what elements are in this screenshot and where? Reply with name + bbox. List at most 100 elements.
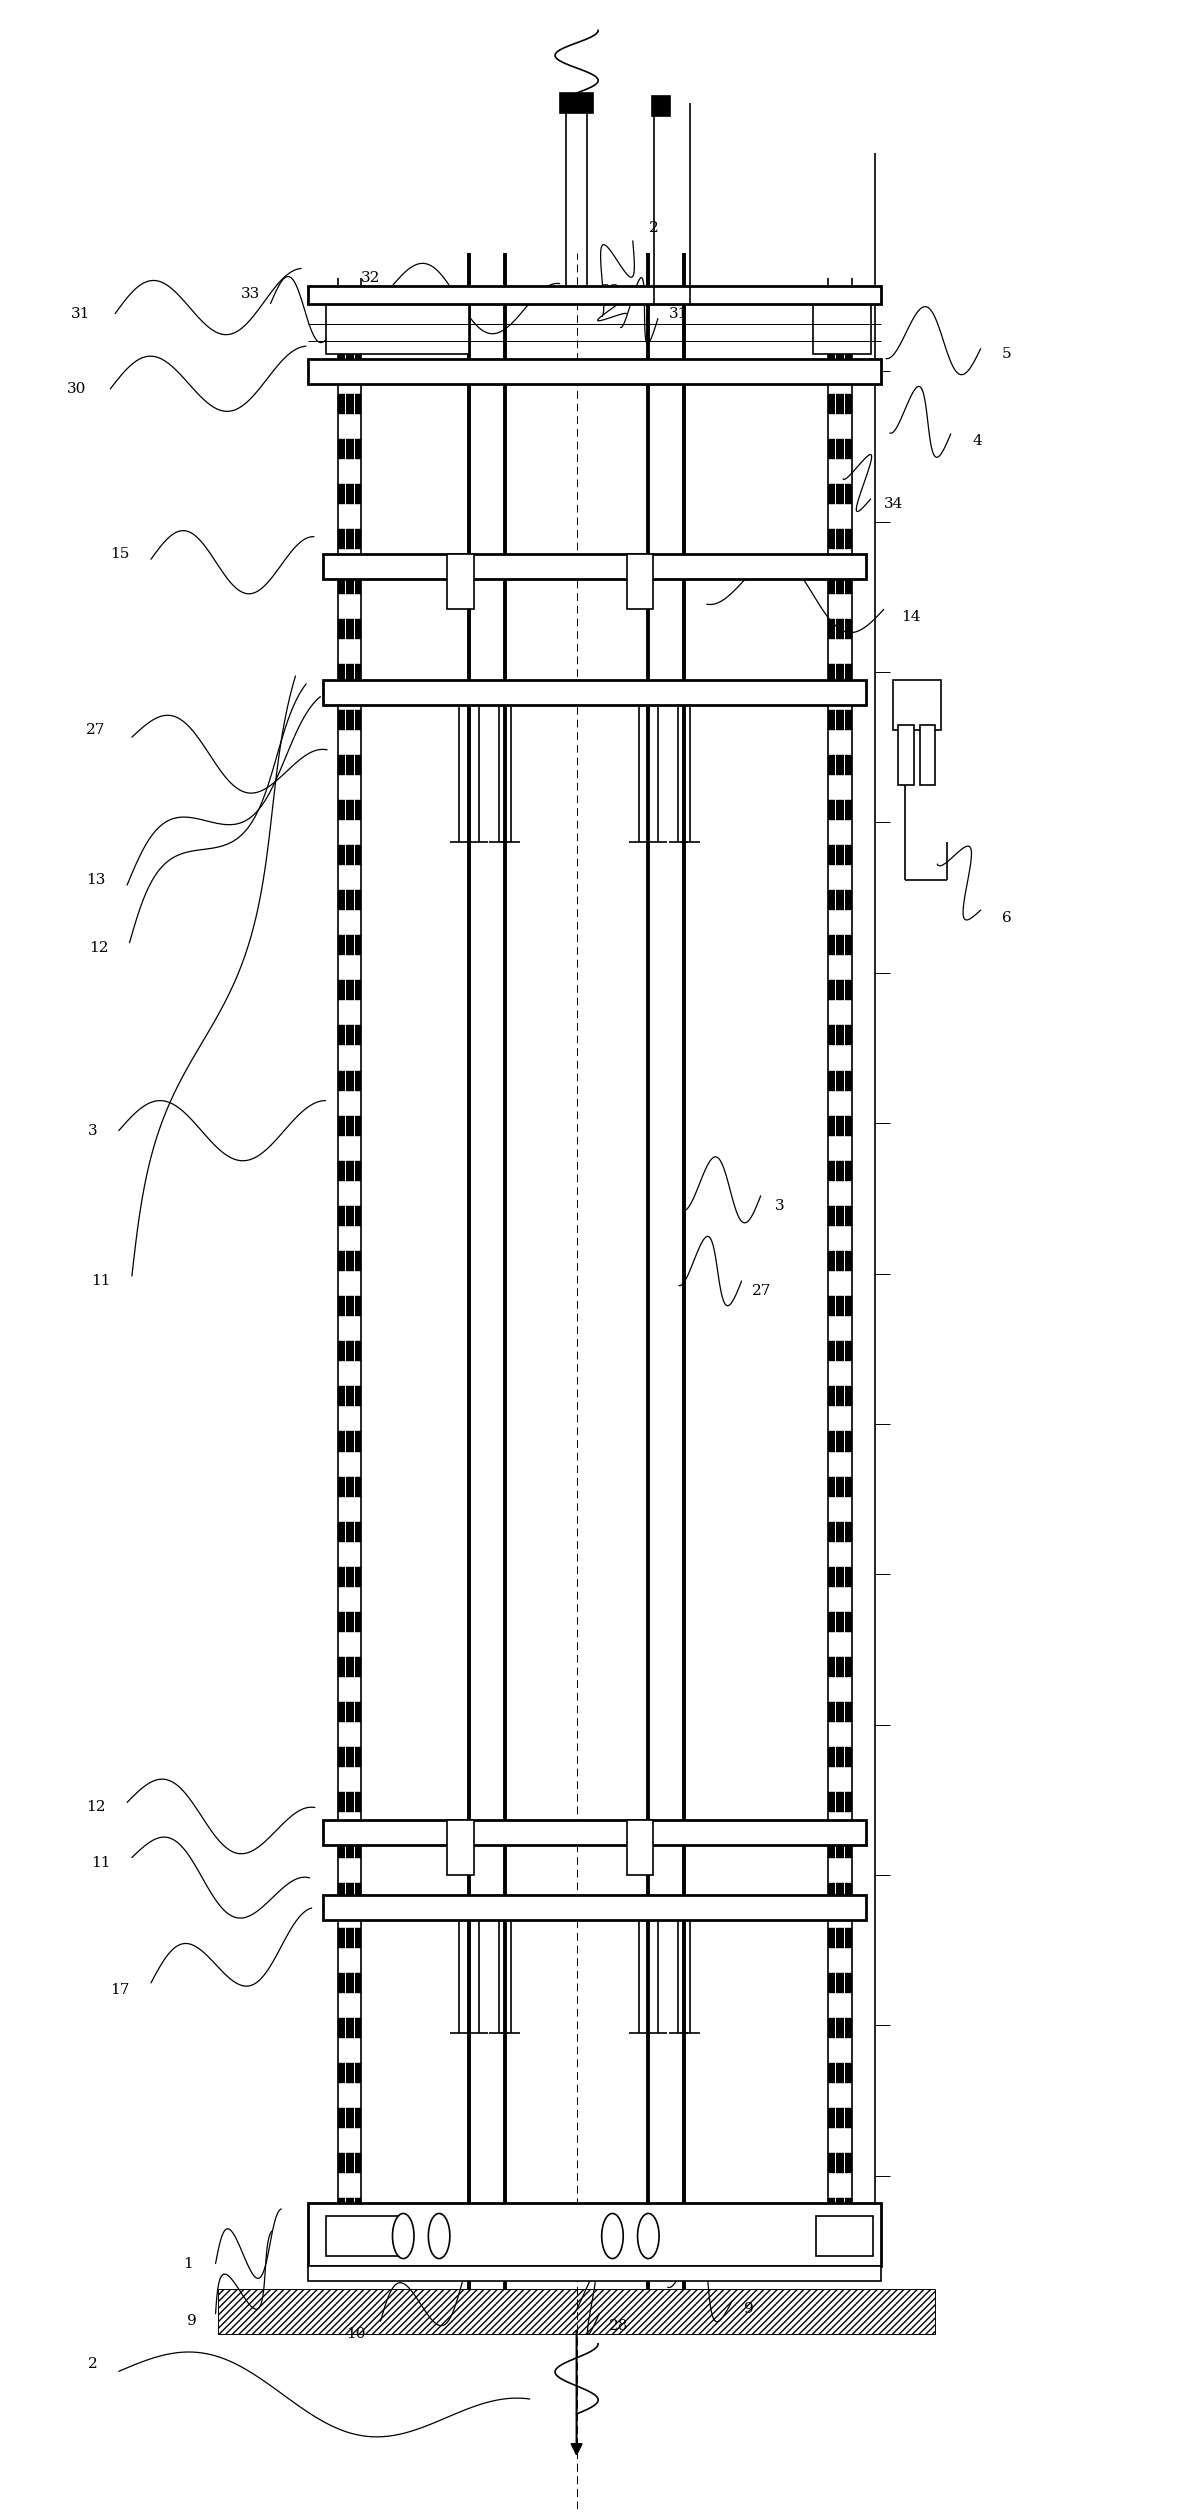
Bar [827, 1794, 852, 1814]
Bar [325, 299, 470, 354]
Bar [827, 1251, 852, 1271]
Bar [827, 666, 852, 686]
Circle shape [602, 2213, 623, 2258]
Text: 13: 13 [86, 874, 106, 887]
Text: 27: 27 [752, 1284, 771, 1299]
Bar [337, 799, 362, 819]
Bar [827, 1206, 852, 1226]
Bar [337, 440, 362, 460]
Text: 12: 12 [86, 1801, 106, 1814]
Bar [827, 934, 852, 955]
Bar [827, 754, 852, 774]
Text: 27: 27 [86, 723, 106, 736]
Text: 33: 33 [240, 286, 259, 301]
Bar [627, 1821, 653, 1874]
Bar [827, 1432, 852, 1452]
Bar [323, 681, 866, 703]
Bar [827, 1881, 852, 1902]
Bar [827, 1387, 852, 1407]
Text: 9: 9 [187, 2314, 197, 2329]
Bar [337, 2108, 362, 2128]
Bar [827, 1296, 852, 1316]
Bar [827, 1972, 852, 1992]
Bar [337, 889, 362, 909]
Bar [827, 620, 852, 641]
Bar [337, 666, 362, 686]
Bar [827, 575, 852, 595]
Text: 30: 30 [67, 382, 86, 397]
Bar [337, 2243, 362, 2263]
Bar [307, 2266, 882, 2281]
Bar [827, 1613, 852, 1633]
Text: 5: 5 [1002, 347, 1011, 362]
Text: 3: 3 [775, 1198, 784, 1213]
Bar [827, 1703, 852, 1723]
Bar [337, 1703, 362, 1723]
Bar [337, 1613, 362, 1633]
Bar [323, 1821, 866, 1844]
Bar [337, 708, 362, 728]
Bar [337, 2062, 362, 2082]
Bar [337, 1206, 362, 1226]
Circle shape [638, 2213, 659, 2258]
Text: 10: 10 [346, 2326, 365, 2341]
Bar [337, 2017, 362, 2037]
Bar [337, 304, 362, 324]
Text: 12: 12 [89, 939, 108, 955]
Bar [827, 394, 852, 414]
Bar [827, 1658, 852, 1678]
Bar [827, 1341, 852, 1362]
Text: 11: 11 [91, 1274, 110, 1289]
Circle shape [393, 2213, 414, 2258]
Bar [337, 1567, 362, 1588]
Bar [827, 349, 852, 369]
Bar [337, 1432, 362, 1452]
Bar [827, 304, 852, 324]
Bar [337, 1387, 362, 1407]
Text: 33: 33 [600, 284, 620, 299]
Bar [325, 2216, 404, 2256]
Bar [827, 2017, 852, 2037]
Bar [337, 1794, 362, 1814]
Bar [827, 1070, 852, 1090]
Bar [827, 2153, 852, 2173]
Bar [827, 980, 852, 1000]
Bar [920, 723, 936, 784]
Bar [827, 844, 852, 864]
Text: 2: 2 [88, 2356, 97, 2371]
Bar [337, 1070, 362, 1090]
Bar [337, 530, 362, 550]
Bar [827, 485, 852, 505]
Text: 14: 14 [902, 610, 921, 623]
Bar [337, 1115, 362, 1135]
Bar [337, 1658, 362, 1678]
Bar [217, 2288, 936, 2334]
Circle shape [429, 2213, 450, 2258]
Bar [337, 934, 362, 955]
Bar [337, 1836, 362, 1856]
Text: 15: 15 [110, 548, 130, 560]
Bar [337, 1477, 362, 1497]
Text: 4: 4 [972, 435, 982, 450]
Text: 1: 1 [184, 2256, 193, 2271]
Text: 32: 32 [362, 271, 381, 286]
Bar [898, 723, 914, 784]
Bar [815, 2216, 873, 2256]
Bar [827, 1477, 852, 1497]
Bar [827, 1836, 852, 1856]
Bar [337, 754, 362, 774]
Text: 9: 9 [743, 2301, 753, 2316]
Text: 34: 34 [884, 497, 903, 510]
Bar [337, 1748, 362, 1768]
Bar [337, 349, 362, 369]
Bar [337, 1025, 362, 1045]
Bar [337, 620, 362, 641]
Text: 17: 17 [110, 1984, 130, 1997]
Bar [337, 1927, 362, 1947]
Bar [827, 799, 852, 819]
Bar [827, 1161, 852, 1181]
Bar [337, 1341, 362, 1362]
Bar [827, 1522, 852, 1542]
Bar [337, 844, 362, 864]
Bar [827, 2198, 852, 2218]
